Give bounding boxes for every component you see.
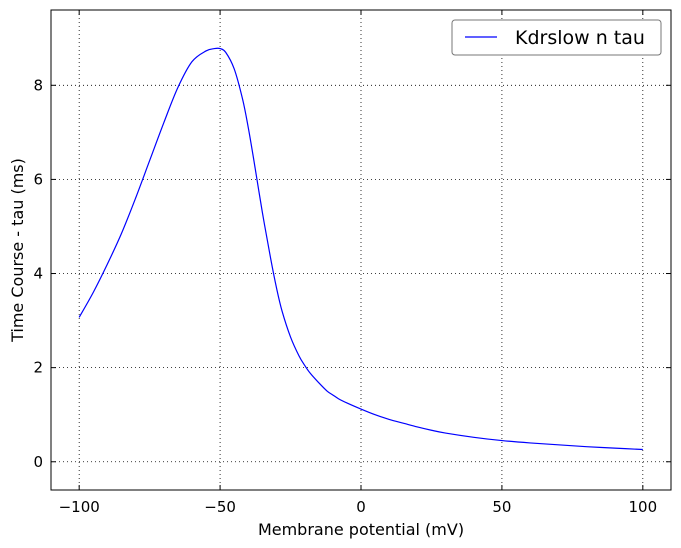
grid	[51, 10, 671, 490]
x-tick-label: 50	[492, 498, 511, 516]
plot-area	[78, 47, 643, 451]
y-tick-label: 2	[33, 359, 43, 377]
y-tick-label: 8	[33, 76, 43, 94]
x-tick-label: 100	[628, 498, 657, 516]
tick-labels: −100 −50 0 50 100 0 2 4 6 8	[33, 76, 657, 516]
legend-label: Kdrslow n tau	[515, 27, 645, 49]
legend: Kdrslow n tau	[451, 19, 662, 56]
x-tick-label: 0	[356, 498, 366, 516]
y-tick-label: 6	[33, 170, 43, 188]
legend-box	[451, 19, 662, 56]
y-tick-label: 0	[33, 453, 43, 471]
y-tick-label: 4	[33, 265, 43, 283]
x-tick-label: −50	[204, 498, 236, 516]
x-axis-label: Membrane potential (mV)	[258, 520, 464, 539]
ticks	[51, 10, 671, 490]
x-tick-label: −100	[59, 498, 100, 516]
series-line-kdrslow-n-tau	[78, 47, 643, 451]
y-axis-label: Time Course - tau (ms)	[8, 158, 27, 343]
